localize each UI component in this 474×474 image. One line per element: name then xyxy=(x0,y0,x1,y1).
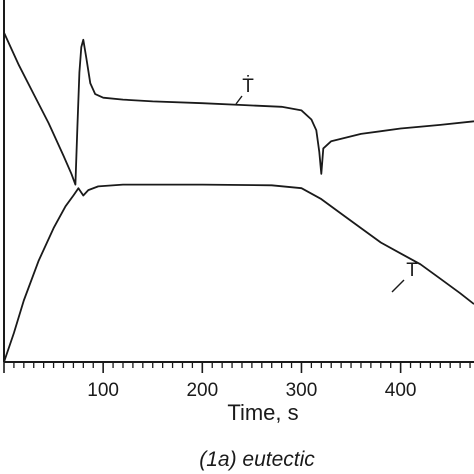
x-tick-label: 100 xyxy=(87,380,119,401)
series-line-tdot xyxy=(3,32,474,186)
curve-leader-tdot xyxy=(235,95,243,105)
x-tick-label: 300 xyxy=(286,380,318,401)
curves xyxy=(3,32,474,363)
major-ticks xyxy=(3,362,402,373)
x-tick-label: 200 xyxy=(186,380,218,401)
x-tick-labels: 100 200 300 400 xyxy=(87,380,416,401)
curve-label-t: T xyxy=(406,260,418,281)
series-line-t xyxy=(3,183,474,363)
minor-ticks xyxy=(13,362,471,368)
plot-frame xyxy=(3,0,474,363)
chart-caption: (1a) eutectic xyxy=(199,448,315,471)
x-axis-title: Time, s xyxy=(227,400,298,425)
curve-label-tdot: Ṫ xyxy=(242,76,254,97)
x-tick-label: 400 xyxy=(385,380,417,401)
curve-leader-t xyxy=(391,279,405,293)
